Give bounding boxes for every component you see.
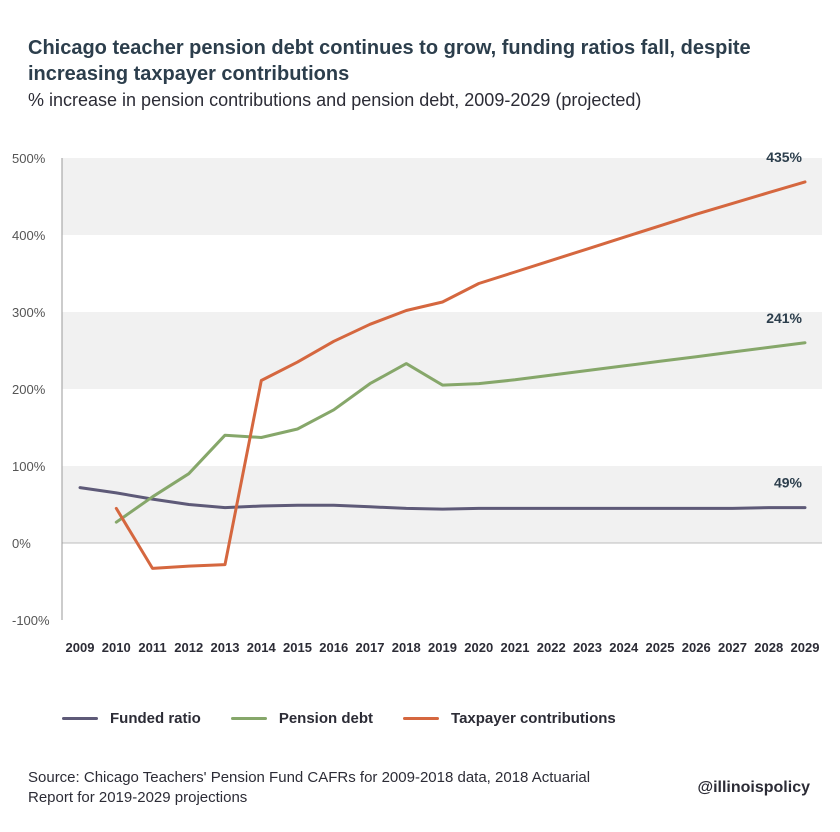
x-tick-label: 2009 xyxy=(66,640,95,655)
legend-item-funded-ratio: Funded ratio xyxy=(62,710,201,727)
grid-band xyxy=(62,312,822,389)
x-tick-label: 2019 xyxy=(428,640,457,655)
end-label-taxpayer-contributions: 435% xyxy=(766,149,802,165)
x-tick-label: 2025 xyxy=(646,640,675,655)
x-tick-label: 2014 xyxy=(247,640,277,655)
legend-swatch-pension-debt xyxy=(230,716,267,720)
x-tick-label: 2026 xyxy=(682,640,711,655)
x-tick-label: 2013 xyxy=(211,640,240,655)
legend-label-pension-debt: Pension debt xyxy=(278,709,374,727)
end-label-funded-ratio: 49% xyxy=(774,475,803,491)
y-tick-label: 100% xyxy=(12,459,46,474)
legend: Funded ratio Pension debt Taxpayer contr… xyxy=(62,707,646,729)
y-tick-label: 500% xyxy=(12,151,46,166)
brand-handle: @illinoispolicy xyxy=(697,779,810,796)
y-tick-label: 300% xyxy=(12,305,46,320)
x-tick-label: 2010 xyxy=(102,640,131,655)
x-tick-label: 2015 xyxy=(283,640,312,655)
chart-subtitle: % increase in pension contributions and … xyxy=(28,90,642,110)
series-line-taxpayer-contributions xyxy=(114,180,807,570)
chart-title: Chicago teacher pension debt continues t… xyxy=(28,37,751,85)
x-tick-label: 2023 xyxy=(573,640,602,655)
x-tick-label: 2022 xyxy=(537,640,566,655)
legend-item-taxpayer-contributions: Taxpayer contributions xyxy=(403,710,616,727)
y-tick-label: 0% xyxy=(12,536,31,551)
x-tick-label: 2017 xyxy=(356,640,385,655)
x-tick-label: 2011 xyxy=(138,640,166,655)
x-tick-label: 2024 xyxy=(609,640,639,655)
x-tick-label: 2028 xyxy=(754,640,783,655)
y-tick-label: 200% xyxy=(12,382,46,397)
grid-band xyxy=(62,158,822,235)
legend-item-pension-debt: Pension debt xyxy=(230,709,374,727)
legend-swatch-funded-ratio xyxy=(62,716,98,720)
source-note: Source: Chicago Teachers' Pension Fund C… xyxy=(28,769,591,806)
grid-band xyxy=(62,466,822,543)
x-tick-label: 2027 xyxy=(718,640,747,655)
x-tick-label: 2012 xyxy=(174,640,203,655)
x-tick-label: 2020 xyxy=(464,640,493,655)
x-tick-label: 2029 xyxy=(791,640,820,655)
series-line-funded-ratio xyxy=(78,486,807,511)
end-label-pension-debt: 241% xyxy=(766,310,802,326)
x-tick-label: 2018 xyxy=(392,640,421,655)
x-tick-label: 2016 xyxy=(319,640,348,655)
legend-label-funded-ratio: Funded ratio xyxy=(110,709,201,727)
y-tick-label: -100% xyxy=(12,613,50,628)
series-line-pension-debt xyxy=(114,341,807,524)
legend-label-taxpayer-contributions: Taxpayer contributions xyxy=(451,709,616,727)
line-chart: -100% 0% 100% 200% 300% 400% 500% 2009 2010 2011 2… xyxy=(12,149,822,655)
x-tick-label: 2021 xyxy=(501,640,530,655)
y-tick-label: 400% xyxy=(12,228,46,243)
legend-swatch-taxpayer-contributions xyxy=(403,716,440,720)
